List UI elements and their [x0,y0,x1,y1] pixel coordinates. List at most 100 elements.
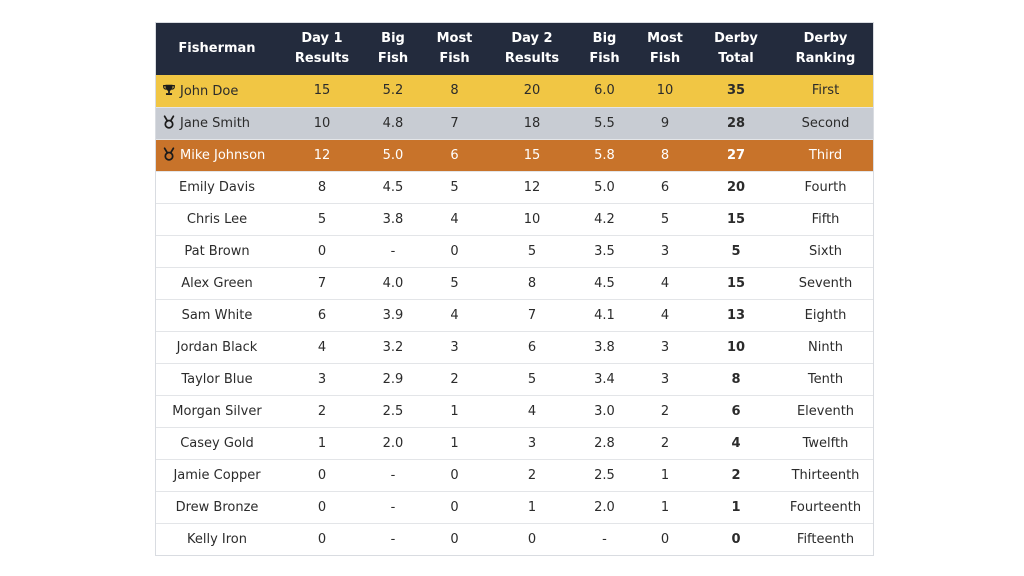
day1-results-cell: 15 [313,83,331,99]
most-fish-day1-cell: 8 [450,83,459,99]
derby-ranking-cell: Second [801,115,850,131]
header-big-fish-day1: Big Fish [377,31,409,66]
derby-total-cell: 8 [731,371,741,387]
table-row: Sam White 6 3.9 4 7 4.1 4 13 Eighth [156,299,873,331]
most-fish-day1-cell: 3 [450,339,459,355]
derby-total-cell: 28 [726,115,746,131]
big-fish-day2-cell: 3.8 [594,339,615,355]
big-fish-day1-cell: 2.0 [382,435,404,451]
most-fish-day1-cell: 4 [450,307,459,323]
header-fisherman: Fisherman [178,41,256,56]
fisherman-name: Casey Gold [180,435,254,451]
most-fish-day2-cell: 2 [660,435,670,451]
fisherman-cell: Jordan Black [156,331,278,363]
derby-ranking-cell: Ninth [808,339,843,355]
big-fish-day1-cell: 5.0 [382,147,404,163]
big-fish-day1-cell: 4.0 [382,275,404,291]
day1-results-cell: 4 [317,339,327,355]
derby-ranking-cell: Fifteenth [796,531,855,547]
day1-results-cell: 8 [317,179,327,195]
fisherman-name: Pat Brown [184,243,250,259]
day1-results-cell: 0 [317,531,327,547]
big-fish-day2-cell: 2.0 [594,499,615,515]
day1-results-cell: 2 [317,403,327,419]
day2-results-cell: 18 [523,115,541,131]
day2-results-cell: 1 [527,499,537,515]
day2-results-cell: 8 [527,275,537,291]
most-fish-day2-cell: 9 [660,115,670,131]
fisherman-name: Kelly Iron [186,531,247,547]
derby-total-cell: 15 [726,211,746,227]
header-row: Fisherman Day 1 Results Big Fish Most Fi… [156,23,873,75]
table-row: Alex Green 7 4.0 5 8 4.5 4 15 Seventh [156,267,873,299]
table-row: Casey Gold 1 2.0 1 3 2.8 2 4 Twelfth [156,427,873,459]
derby-ranking-cell: Eleventh [796,403,855,419]
big-fish-day2-cell: 3.0 [594,403,615,419]
day2-results-cell: 10 [523,211,541,227]
derby-total-cell: 10 [726,339,746,355]
day2-results-cell: 15 [523,147,541,163]
most-fish-day1-cell: 1 [450,403,459,419]
fisherman-cell: Pat Brown [156,235,278,267]
big-fish-day2-cell: 2.8 [594,435,615,451]
big-fish-day1-cell: 2.9 [382,371,404,387]
fisherman-name: Jane Smith [180,116,251,131]
fisherman-cell: Jane Smith [156,107,278,139]
day1-results-cell: 0 [317,243,327,259]
most-fish-day2-cell: 5 [660,211,670,227]
derby-total-cell: 13 [726,307,746,323]
day2-results-cell: 3 [527,435,537,451]
table-row: Jordan Black 4 3.2 3 6 3.8 3 10 Ninth [156,331,873,363]
derby-total-cell: 2 [731,467,741,483]
most-fish-day1-cell: 5 [450,179,459,195]
fisherman-cell: Chris Lee [156,203,278,235]
day1-results-cell: 1 [317,435,327,451]
fisherman-name: Morgan Silver [172,403,262,419]
big-fish-day2-cell: 3.5 [594,243,615,259]
day2-results-cell: 0 [527,531,537,547]
derby-total-cell: 5 [731,243,741,259]
derby-ranking-cell: First [811,83,840,99]
most-fish-day2-cell: 3 [660,371,670,387]
big-fish-day2-cell: 5.5 [594,115,615,131]
most-fish-day2-cell: 2 [660,403,670,419]
day2-results-cell: 12 [523,179,541,195]
fisherman-cell: Mike Johnson [156,139,278,171]
derby-total-cell: 6 [731,403,741,419]
day2-results-cell: 7 [527,307,537,323]
fisherman-name: Sam White [181,307,253,323]
day2-results-cell: 20 [523,83,541,99]
fisherman-name: Alex Green [181,275,253,291]
big-fish-day1-cell: - [390,531,396,547]
big-fish-day1-cell: 3.8 [382,211,404,227]
header-day1-results: Day 1 Results [294,31,350,66]
day2-results-cell: 6 [527,339,537,355]
fisherman-name: John Doe [180,83,239,99]
big-fish-day2-cell: 5.0 [594,179,615,195]
trophy-icon [162,83,176,97]
day1-results-cell: 5 [317,211,327,227]
most-fish-day2-cell: 10 [656,83,674,99]
fisherman-cell: Taylor Blue [156,363,278,395]
day2-results-cell: 2 [527,467,537,483]
day1-results-cell: 12 [313,147,331,163]
most-fish-day1-cell: 6 [450,147,459,163]
most-fish-day2-cell: 4 [660,307,670,323]
most-fish-day2-cell: 3 [660,339,670,355]
derby-ranking-cell: Fifth [811,211,840,227]
most-fish-day1-cell: 0 [450,499,459,515]
fisherman-cell: Morgan Silver [156,395,278,427]
table-row: Drew Bronze 0 - 0 1 2.0 1 1 Fourteenth [156,491,873,523]
day1-results-cell: 10 [313,115,331,131]
derby-total-cell: 20 [726,179,746,195]
fisherman-cell: Sam White [156,299,278,331]
day1-results-cell: 6 [317,307,327,323]
derby-total-cell: 4 [731,435,741,451]
fisherman-name: Drew Bronze [175,499,259,515]
derby-ranking-cell: Seventh [798,275,853,291]
big-fish-day1-cell: - [390,243,396,259]
fisherman-cell: Casey Gold [156,427,278,459]
derby-ranking-cell: Fourth [804,179,847,195]
big-fish-day2-cell: 4.5 [594,275,615,291]
most-fish-day2-cell: 3 [660,243,670,259]
